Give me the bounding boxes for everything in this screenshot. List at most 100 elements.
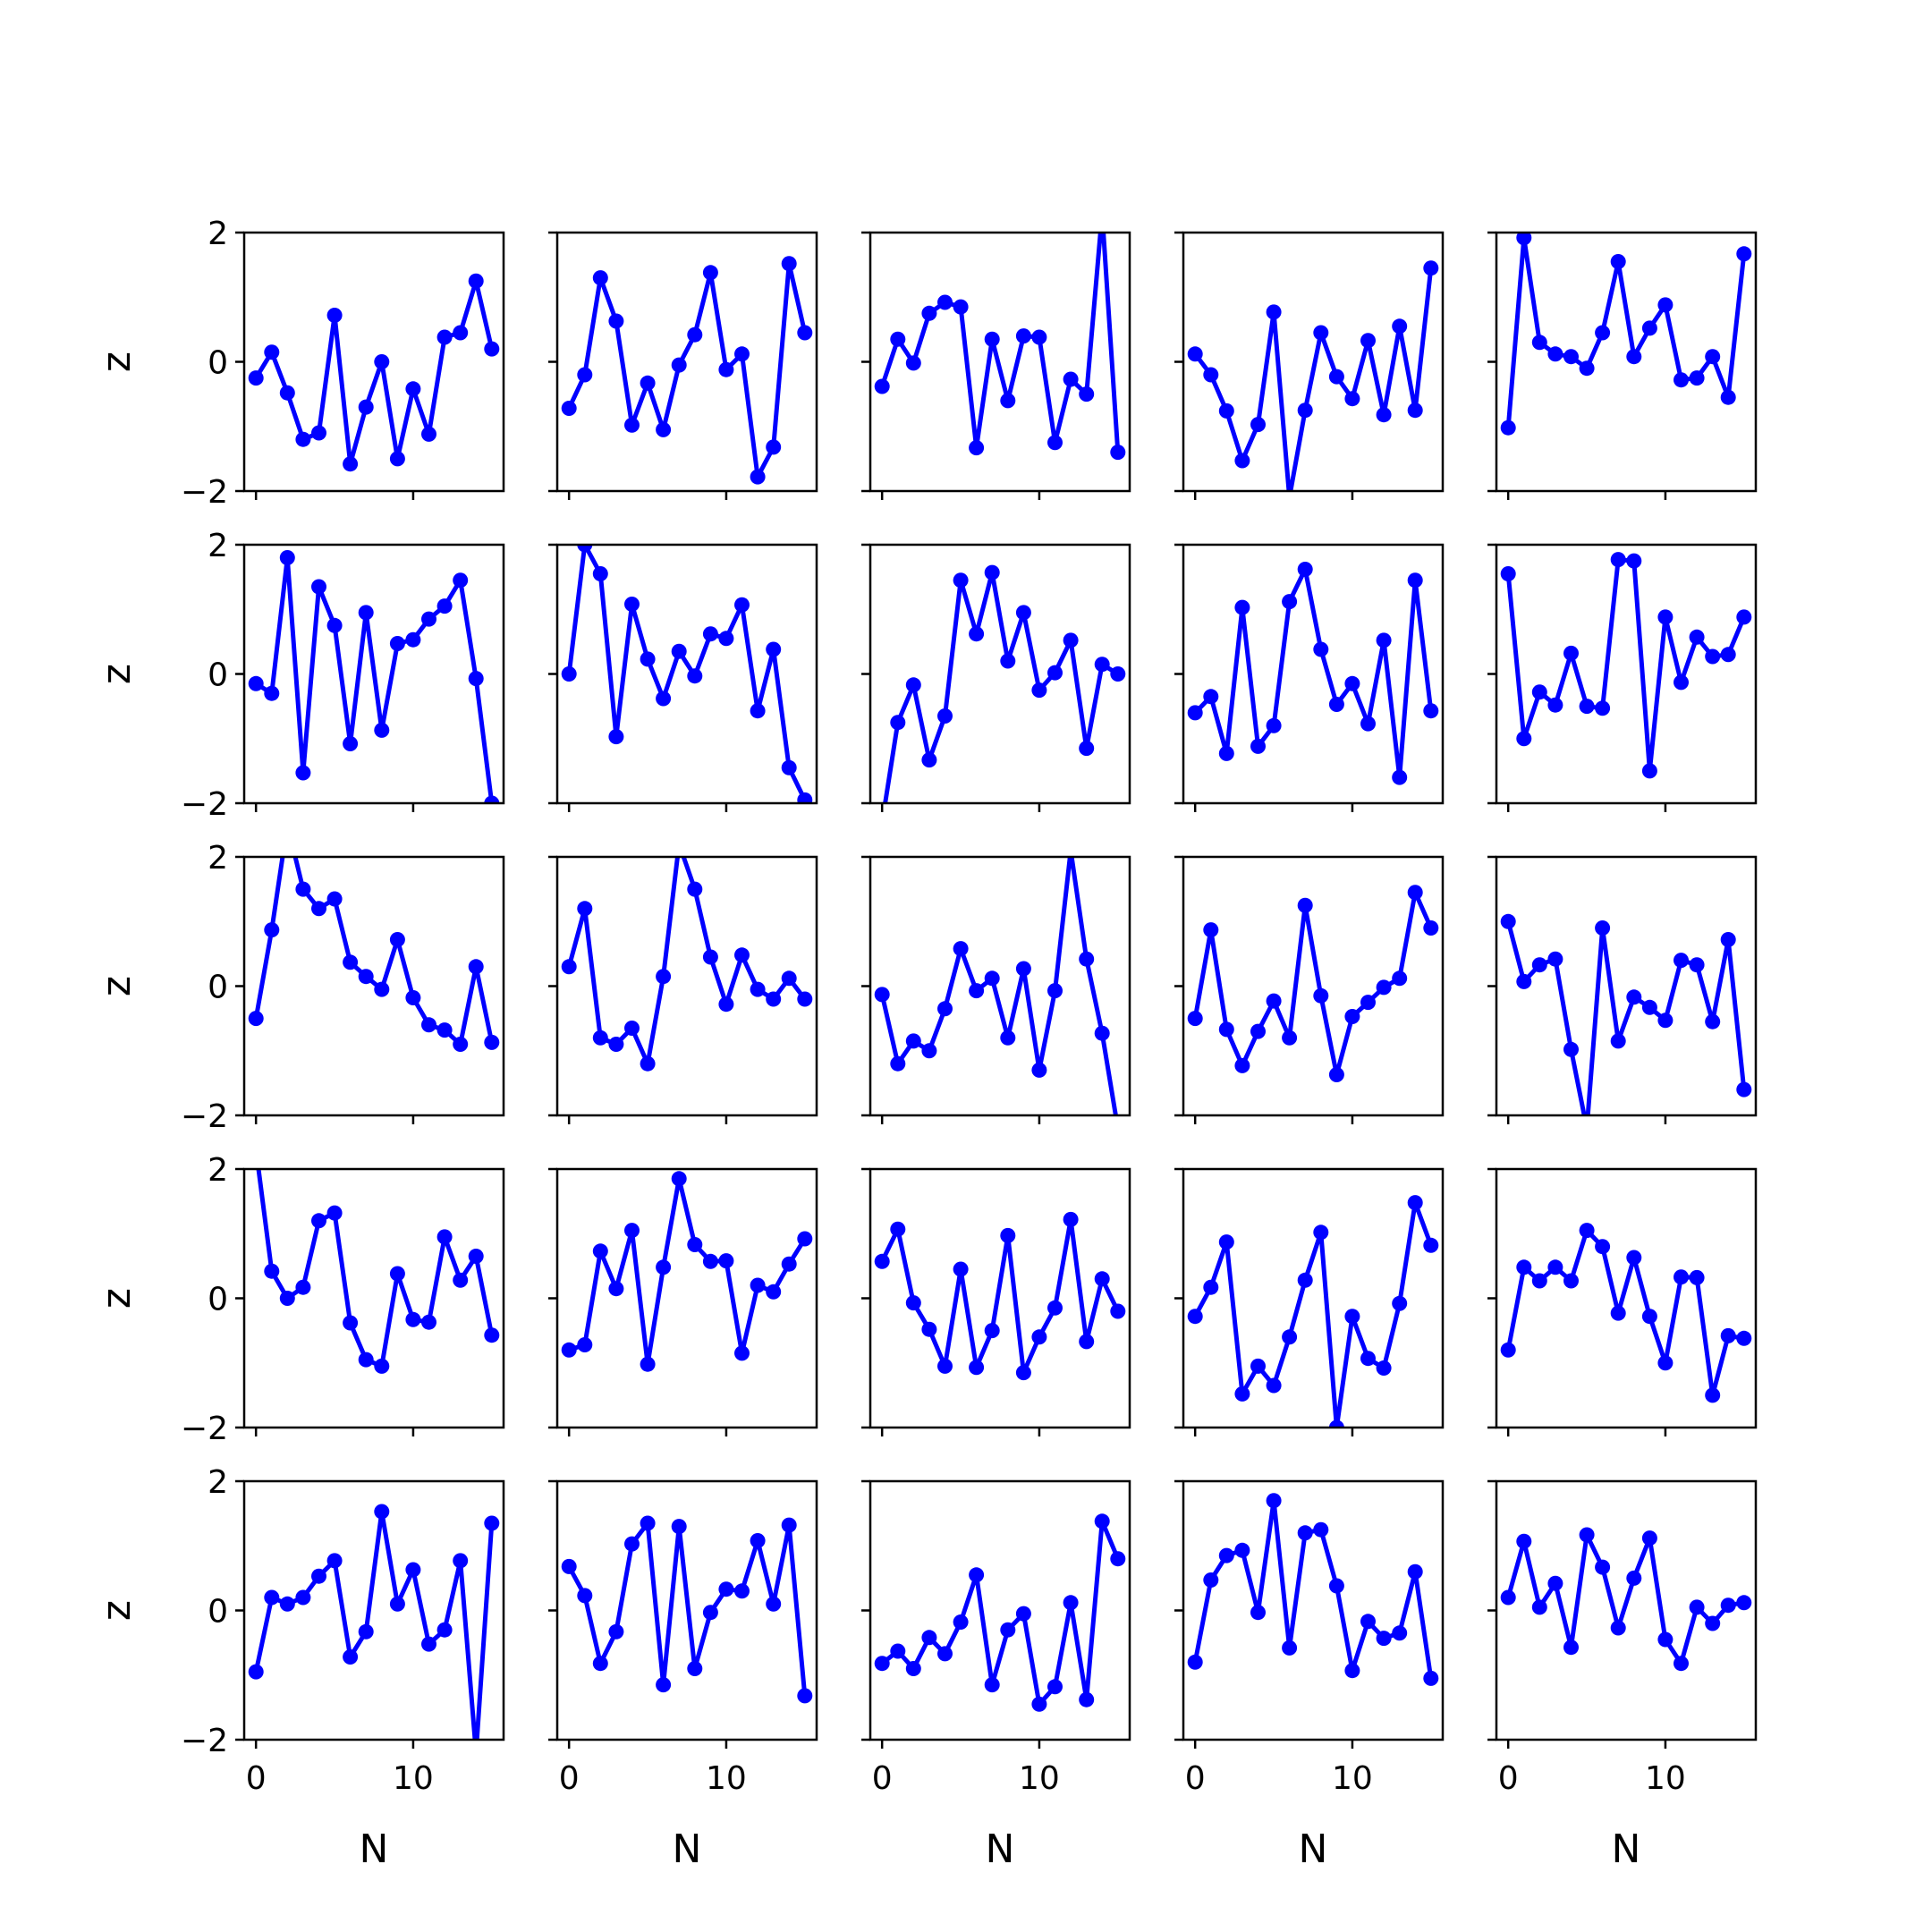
series-line — [1505, 1228, 1745, 1398]
data-point — [1547, 1575, 1563, 1591]
panel-r5-c4: 0 10N — [1174, 1479, 1445, 1872]
data-point — [702, 626, 718, 642]
data-point — [1720, 647, 1736, 663]
data-point — [671, 1519, 687, 1535]
data-point — [1580, 1121, 1595, 1136]
data-point — [561, 1342, 577, 1358]
data-point — [718, 361, 734, 377]
data-point — [1313, 325, 1329, 341]
data-point — [672, 836, 687, 852]
data-point — [734, 597, 750, 613]
data-point — [937, 1358, 953, 1374]
data-point — [248, 1011, 264, 1027]
data-point — [890, 331, 906, 347]
data-point — [608, 1037, 624, 1052]
data-point — [1595, 1239, 1611, 1255]
data-point — [1641, 1530, 1657, 1546]
data-point — [1234, 453, 1250, 469]
data-point — [984, 331, 1000, 347]
data-point — [624, 1223, 640, 1239]
data-point — [656, 421, 672, 437]
data-point — [1079, 951, 1095, 967]
data-point — [905, 1661, 921, 1676]
x-tick-label: 10 — [706, 1760, 747, 1797]
data-point — [766, 1284, 782, 1300]
data-point — [781, 1256, 797, 1272]
panel-r5-c2: 0 10N — [548, 1479, 818, 1872]
data-point — [279, 385, 295, 401]
data-point — [343, 736, 359, 751]
data-point — [1376, 632, 1392, 648]
data-point — [1063, 632, 1079, 648]
series-line — [1505, 235, 1747, 428]
panel-r5-c5: 0 10N — [1487, 1479, 1758, 1872]
data-point — [1031, 329, 1047, 345]
data-point — [750, 981, 766, 997]
data-point — [1094, 657, 1110, 673]
panel-r4-c3 — [861, 1167, 1131, 1436]
data-point — [608, 313, 624, 329]
data-point — [1516, 973, 1532, 989]
series-line — [256, 1169, 495, 1368]
data-point — [1000, 1622, 1016, 1638]
y-tick-label: −2 — [181, 1723, 228, 1759]
data-point — [311, 425, 326, 441]
data-point — [1595, 920, 1611, 936]
data-point — [624, 1536, 640, 1552]
data-point — [484, 341, 500, 357]
x-tick-label: 0 — [1185, 1760, 1206, 1797]
data-point — [1063, 371, 1079, 387]
data-point — [1689, 957, 1705, 973]
data-point — [1736, 609, 1752, 625]
data-point — [1392, 1625, 1408, 1641]
x-tick-label: 0 — [559, 1760, 580, 1797]
data-point — [1094, 1513, 1110, 1530]
data-point — [656, 691, 672, 707]
x-tick-label: 10 — [393, 1760, 434, 1797]
data-point — [734, 1345, 750, 1361]
data-point — [1626, 1250, 1642, 1266]
data-point — [797, 325, 813, 341]
data-point — [469, 1745, 484, 1760]
data-point — [1218, 745, 1234, 761]
data-point — [248, 675, 264, 691]
series-line — [254, 555, 495, 803]
data-point — [1234, 1385, 1250, 1402]
data-point — [1000, 1227, 1016, 1243]
data-point — [1047, 1300, 1063, 1316]
data-point — [1047, 1679, 1063, 1695]
data-point — [1376, 1631, 1392, 1647]
data-point — [687, 668, 703, 684]
data-point — [1595, 1559, 1611, 1575]
data-point — [781, 256, 797, 272]
data-point — [1234, 1057, 1250, 1073]
data-point — [1407, 572, 1423, 589]
data-point — [905, 677, 921, 693]
data-point — [1423, 1670, 1439, 1686]
data-point — [702, 1605, 718, 1621]
y-axis-label: z — [94, 1600, 140, 1621]
data-point — [326, 1553, 343, 1569]
data-point — [453, 572, 469, 589]
data-point — [577, 367, 593, 383]
data-point — [1626, 1570, 1642, 1586]
data-point — [1705, 1387, 1721, 1403]
data-point — [608, 1281, 624, 1297]
data-point — [702, 265, 718, 281]
axes-frame — [242, 855, 505, 1117]
data-point — [1736, 246, 1752, 262]
x-tick-label: 0 — [1498, 1760, 1519, 1797]
data-point — [326, 617, 343, 633]
x-axis-label: N — [1299, 1826, 1328, 1872]
data-point — [1547, 1259, 1563, 1275]
data-point — [311, 901, 326, 917]
x-tick-label: 10 — [1645, 1760, 1686, 1797]
data-point — [561, 666, 577, 682]
data-point — [1736, 1081, 1752, 1097]
data-point — [1531, 957, 1547, 973]
data-point — [734, 1583, 750, 1599]
data-point — [358, 969, 374, 985]
data-point — [875, 815, 890, 830]
data-point — [1079, 386, 1095, 402]
data-point — [781, 1517, 797, 1533]
